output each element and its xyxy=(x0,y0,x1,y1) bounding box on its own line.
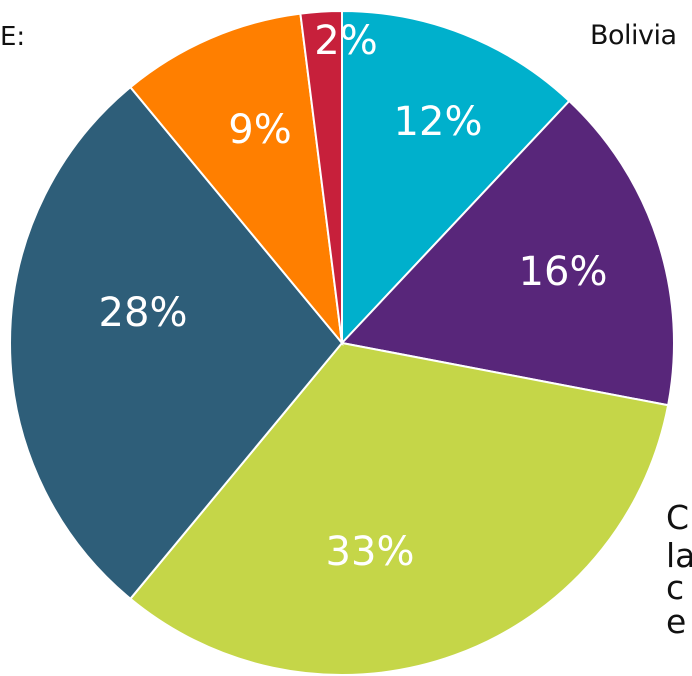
pie-labels: 12% 16% 33% 28% 9% 2% xyxy=(99,18,608,575)
country-label: Bolivia xyxy=(590,20,677,51)
side-text-line: C xyxy=(666,498,690,537)
pie-slice xyxy=(9,85,344,601)
pie-slice xyxy=(299,9,343,344)
slice-label: 12% xyxy=(394,99,483,145)
pie-slices xyxy=(9,9,675,676)
pie-slice xyxy=(128,341,670,676)
slice-label: 9% xyxy=(228,107,291,153)
slice-label: 16% xyxy=(519,249,608,295)
pie-slice xyxy=(341,9,571,346)
pie-slice xyxy=(340,99,675,407)
side-text-line: la xyxy=(666,536,692,575)
pie-slice xyxy=(128,12,344,347)
side-text-line: e xyxy=(666,602,687,641)
side-text-line: c xyxy=(666,568,685,607)
slice-label: 33% xyxy=(326,529,415,575)
slice-label: 2% xyxy=(314,18,377,64)
left-edge-label: E: xyxy=(0,22,26,52)
slice-label: 28% xyxy=(99,290,188,336)
